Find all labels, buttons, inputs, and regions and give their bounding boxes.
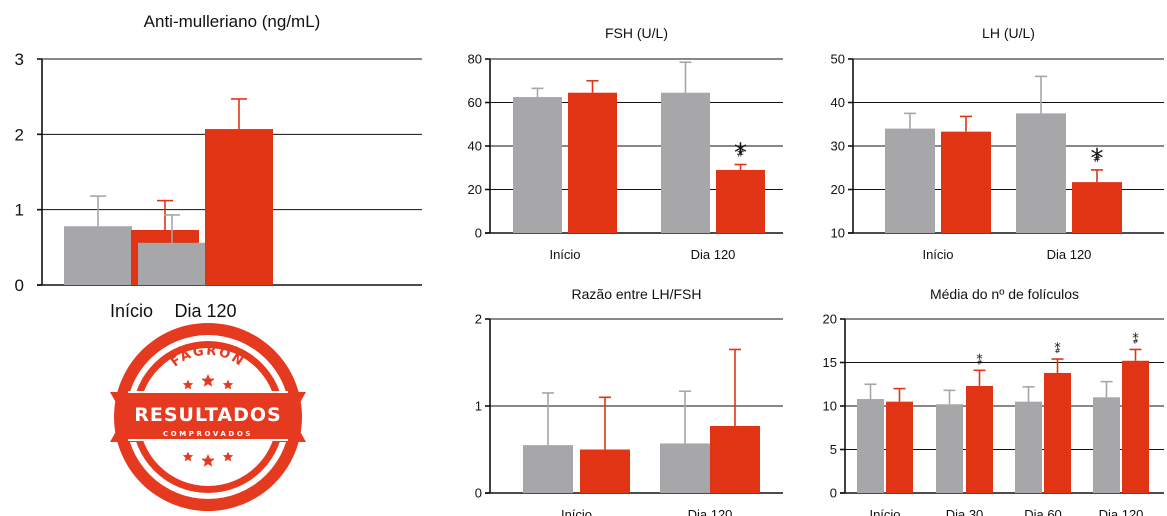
badge-sub-text: COMPROVADOS	[163, 430, 253, 438]
star-mark: *	[734, 138, 747, 168]
bar-red	[1122, 360, 1149, 493]
badge-stars-top	[182, 374, 234, 390]
bar-gray	[513, 97, 562, 233]
y-tick-label: 20	[831, 182, 845, 197]
x-category-label: Início	[922, 247, 953, 262]
y-tick-label: 10	[823, 399, 837, 414]
y-tick-label: 80	[468, 52, 482, 67]
bar-red	[568, 92, 617, 234]
y-tick-label: 20	[468, 182, 482, 197]
y-tick-label: 0	[475, 226, 482, 241]
badge-stars-bottom	[182, 451, 234, 467]
bar-gray	[1016, 113, 1066, 233]
bar-gray	[138, 242, 206, 285]
y-tick-label: 0	[15, 276, 24, 295]
star-mark: *	[1132, 331, 1139, 346]
bar-gray	[857, 399, 884, 493]
star-icon	[201, 454, 215, 467]
bar-red	[716, 169, 765, 233]
y-tick-label: 40	[831, 95, 845, 110]
hash-mark: #	[1093, 154, 1101, 165]
bar-gray	[1093, 397, 1120, 493]
y-tick-label: 30	[831, 139, 845, 154]
y-tick-label: 20	[823, 312, 837, 327]
y-tick-label: 3	[15, 50, 24, 69]
x-category-label: Dia 120	[1099, 507, 1144, 516]
star-mark: *	[1054, 341, 1061, 356]
bar-gray	[64, 226, 132, 285]
bar-red	[1072, 182, 1122, 233]
bar-gray	[523, 445, 573, 493]
chart-title: Razão entre LH/FSH	[572, 286, 702, 302]
y-tick-label: 2	[475, 312, 482, 327]
bar-red	[886, 401, 913, 493]
bar-red	[580, 449, 630, 493]
y-tick-label: 0	[475, 486, 482, 501]
badge-main-text: RESULTADOS	[134, 404, 281, 426]
star-icon	[201, 374, 215, 387]
star-mark: *	[1091, 144, 1104, 174]
bar-gray	[1015, 401, 1042, 493]
bar-red	[1044, 372, 1071, 493]
y-tick-label: 50	[831, 52, 845, 67]
chart-title: Média do nº de folículos	[930, 286, 1079, 302]
y-tick-label: 5	[830, 442, 837, 457]
star-icon	[182, 451, 194, 462]
x-category-label: Início	[549, 247, 580, 262]
star-icon	[182, 379, 194, 390]
y-tick-label: 0	[830, 486, 837, 501]
bar-red	[205, 129, 273, 285]
y-tick-label: 1	[15, 201, 24, 220]
bar-gray	[885, 128, 935, 233]
badge-ribbon	[110, 391, 306, 442]
x-category-label: Dia 60	[1024, 507, 1062, 516]
x-category-label: Início	[110, 301, 153, 321]
bar-gray	[936, 404, 963, 493]
x-category-label: Dia 120	[1047, 247, 1092, 262]
bar-gray	[660, 443, 710, 493]
hash-mark: #	[977, 358, 983, 366]
x-category-label: Dia 30	[946, 507, 984, 516]
bar-red	[966, 385, 993, 493]
bar-gray	[661, 92, 710, 234]
hash-mark: #	[736, 148, 744, 159]
x-category-label: Início	[869, 507, 900, 516]
y-tick-label: 2	[15, 125, 24, 144]
bar-red	[710, 426, 760, 493]
y-tick-label: 1	[475, 399, 482, 414]
star-icon	[222, 451, 234, 462]
y-tick-label: 40	[468, 139, 482, 154]
chart-title: FSH (U/L)	[605, 25, 668, 41]
hash-mark: #	[1055, 347, 1061, 355]
hash-mark: #	[1133, 337, 1139, 345]
x-category-label: Dia 120	[691, 247, 736, 262]
chart-title: LH (U/L)	[982, 25, 1035, 41]
bar-red	[941, 131, 991, 233]
y-tick-label: 60	[468, 95, 482, 110]
y-tick-label: 10	[831, 226, 845, 241]
chart-title: Anti-mulleriano (ng/mL)	[144, 12, 321, 31]
star-mark: *	[976, 352, 983, 367]
y-tick-label: 15	[823, 355, 837, 370]
x-category-label: Dia 120	[174, 301, 236, 321]
star-icon	[222, 379, 234, 390]
x-category-label: Início	[561, 507, 592, 516]
x-category-label: Dia 120	[688, 507, 733, 516]
